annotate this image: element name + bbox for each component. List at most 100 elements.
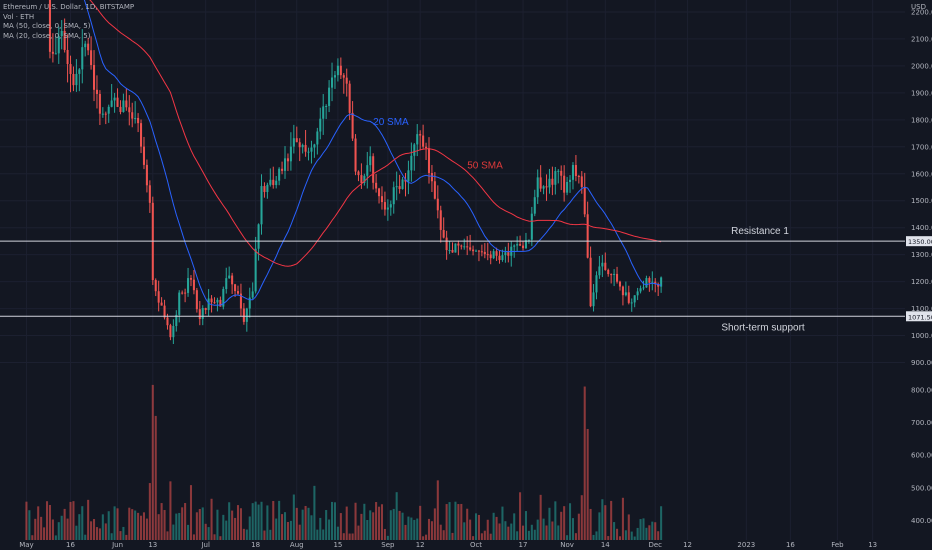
volume-bar xyxy=(104,523,107,540)
time-tick-label: Feb xyxy=(831,541,844,549)
volume-bar xyxy=(357,525,360,540)
volume-bar xyxy=(436,480,439,540)
candle-body xyxy=(163,305,166,318)
price-tick-label: 2000.00 xyxy=(911,62,932,70)
candle-body xyxy=(554,171,557,185)
candle-body xyxy=(360,175,363,183)
price-tick-label: 1300.00 xyxy=(911,251,932,259)
price-tick-label: 2100.00 xyxy=(911,35,932,43)
volume-bar xyxy=(574,533,577,540)
candle-body xyxy=(134,117,137,119)
volume-bar xyxy=(571,518,574,540)
price-axis[interactable]: 900.00 1000.00 1100.00 1200.00 1300.00 1400.0… xyxy=(911,3,932,525)
candle-body xyxy=(195,290,198,310)
volume-bar xyxy=(439,524,442,540)
volume-bar xyxy=(395,492,398,540)
volume-bar xyxy=(40,516,43,540)
price-tick-label: 1700.00 xyxy=(911,143,932,151)
time-tick-label: May xyxy=(19,541,33,549)
candle-body xyxy=(654,281,657,285)
candles xyxy=(48,0,663,344)
volume-bar xyxy=(548,507,551,540)
time-axis[interactable]: May 16 Jun 13 Jul 18 Aug 15 Sep 12 Oct 17 Nov 14 Dec 12… xyxy=(19,541,877,549)
candle-body xyxy=(410,155,413,171)
candle-body xyxy=(392,187,395,205)
candle-body xyxy=(386,207,389,210)
time-tick-label: 15 xyxy=(333,541,342,549)
candle-body xyxy=(210,298,213,303)
legend-symbol[interactable]: Ethereum / U.S. Dollar, 1D, BITSTAMP xyxy=(3,3,135,11)
volume-bar xyxy=(225,520,228,540)
candle-body xyxy=(624,292,627,296)
volume-bar xyxy=(492,512,495,540)
candle-body xyxy=(131,112,134,119)
volume-bar xyxy=(333,502,336,540)
candle-body xyxy=(636,291,639,296)
volume-bar xyxy=(648,525,651,540)
legend-volume[interactable]: Vol · ETH xyxy=(3,12,35,21)
volume-bar xyxy=(31,535,34,540)
volume-bar xyxy=(566,535,569,540)
volume-bar xyxy=(569,503,572,540)
volume-bar xyxy=(589,508,592,540)
candle-body xyxy=(539,177,542,189)
candle-body xyxy=(375,182,378,189)
candle-body xyxy=(192,279,195,291)
volume-bar xyxy=(539,494,542,540)
candle-body xyxy=(286,158,289,162)
level-price-tag-text: 1071.50 xyxy=(908,313,932,321)
volume-bar xyxy=(263,530,266,540)
volume-bar xyxy=(583,386,586,540)
volume-bar xyxy=(192,534,195,540)
volume-bar xyxy=(336,526,339,540)
candle-body xyxy=(566,181,569,193)
candle-body xyxy=(507,252,510,256)
volume-bar xyxy=(316,529,319,540)
candle-body xyxy=(336,65,339,76)
candle-body xyxy=(427,148,431,174)
volume-bar xyxy=(142,512,146,540)
candle-body xyxy=(310,147,313,152)
volume-bar xyxy=(286,522,289,540)
volume-bar xyxy=(469,519,472,540)
candle-body xyxy=(586,214,589,258)
candle-body xyxy=(463,246,466,248)
candle-body xyxy=(577,176,580,178)
candle-body xyxy=(101,113,104,115)
time-tick-label: Oct xyxy=(470,541,482,549)
volume-bar xyxy=(342,533,345,540)
candle-body xyxy=(380,196,384,203)
volume-bar xyxy=(51,519,54,540)
candle-body xyxy=(292,138,295,147)
candle-body xyxy=(137,117,140,124)
legend-ma20[interactable]: MA (20, close, 0, SMA, 5) xyxy=(3,31,91,40)
candle-body xyxy=(201,308,204,319)
volume-bar xyxy=(325,510,328,540)
volume-bar xyxy=(169,481,172,540)
volume-bar xyxy=(116,508,119,540)
volume-bar xyxy=(563,506,566,540)
volume-bar xyxy=(48,504,51,540)
volume-bar xyxy=(413,519,416,540)
volume-tick-label: 400.00 xyxy=(911,517,932,525)
volume-bar xyxy=(463,522,466,540)
volume-bar xyxy=(451,532,454,540)
candle-body xyxy=(366,165,369,176)
candle-body xyxy=(372,156,375,183)
candle-body xyxy=(269,179,272,185)
candle-body xyxy=(325,106,328,108)
volume-bar xyxy=(140,515,143,540)
candle-body xyxy=(225,278,228,290)
level-label: Short-term support xyxy=(721,322,805,333)
candle-body xyxy=(104,113,107,115)
candle-body xyxy=(345,77,348,84)
candle-body xyxy=(501,255,504,261)
candle-body xyxy=(216,299,219,303)
legend-ma50[interactable]: MA (50, close, 0, SMA, 5) xyxy=(3,22,91,30)
candle-body xyxy=(560,170,563,176)
candle-body xyxy=(81,47,84,70)
volume-bar xyxy=(425,534,428,540)
candle-body xyxy=(630,302,633,304)
candle-body xyxy=(142,146,146,165)
